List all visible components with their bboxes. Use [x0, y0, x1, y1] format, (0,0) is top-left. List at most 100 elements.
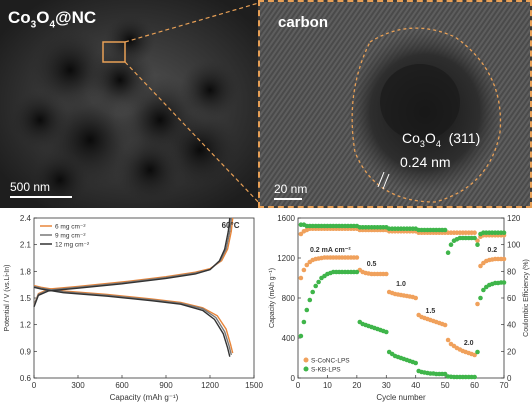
x-tick-label-2: 70 — [500, 381, 509, 390]
x-tick-label-1: 600 — [115, 381, 129, 390]
y-tick-label-1: 0.9 — [20, 347, 32, 356]
tem-overview-image — [0, 0, 265, 208]
zoom-region-box — [102, 41, 126, 63]
sample-name-label: Co3O4@NC — [8, 8, 97, 31]
series-line-discharge-2 — [33, 286, 231, 357]
capacity-point-1 — [301, 319, 307, 325]
efficiency-point-0 — [298, 231, 304, 237]
capacity-point-0 — [472, 352, 477, 358]
y-tick-label-1: 2.1 — [20, 241, 32, 250]
carbon-region-label: carbon — [278, 14, 329, 31]
x-tick-label-1: 0 — [32, 381, 37, 390]
capacity-point-1 — [501, 280, 507, 285]
capacity-point-1 — [413, 360, 418, 366]
x-tick-label-2: 60 — [470, 381, 479, 390]
temperature-annotation: 60°C — [222, 221, 240, 230]
rate-performance-chart: 0 10 20 30 40 50 60 700400800120016000204060801… — [269, 214, 530, 402]
y-tick-label-1: 1.2 — [20, 321, 32, 330]
y-tick-label-1: 1.8 — [20, 267, 32, 276]
y-tick-label-1: 1.5 — [20, 294, 32, 303]
legend-label-1: 12 mg cm⁻² — [55, 242, 90, 249]
x-tick-label-1: 300 — [71, 381, 85, 390]
efficiency-point-1 — [445, 250, 451, 255]
rate-label: 0.2 — [487, 247, 497, 254]
capacity-point-1 — [304, 307, 310, 313]
capacity-point-0 — [475, 301, 480, 307]
x-tick-label-2: 50 — [441, 381, 450, 390]
y-right-tick-label-2: 100 — [507, 241, 521, 250]
lattice-spacing-label: 0.24 nm — [400, 154, 451, 170]
rate-label: 0.2 mA cm⁻² — [310, 247, 351, 254]
rate-label: 1.0 — [396, 281, 406, 288]
efficiency-point-0 — [472, 230, 477, 235]
capacity-point-1 — [310, 289, 315, 295]
phase-label: Co3O4 (311) — [402, 130, 481, 149]
legend-label-1: 9 mg cm⁻² — [55, 233, 86, 240]
x-tick-label-2: 40 — [411, 381, 420, 390]
tem-micrograph-overview: Co3O4@NC 500 nm — [0, 0, 265, 208]
capacity-point-0 — [442, 322, 448, 328]
x-tick-label-1: 900 — [159, 381, 173, 390]
efficiency-point-1 — [501, 230, 507, 235]
y-right-tick-label-2: 0 — [507, 374, 512, 383]
voltage-profile-chart: 0 300 600 900 1200 1500 0.6 0.9 1.2 1.5 1.8 2.1 2.4 C… — [4, 214, 263, 402]
y-tick-label-2: 1200 — [277, 254, 295, 263]
x-tick-label-1: 1500 — [245, 381, 263, 390]
scale-label-left: 500 nm — [10, 180, 51, 194]
capacity-point-1 — [298, 333, 304, 339]
x-axis-label-2: Cycle number — [376, 393, 426, 402]
legend-label-2: S-CoNC-LPS — [311, 358, 350, 365]
x-tick-label-2: 10 — [323, 381, 332, 390]
efficiency-point-1 — [475, 242, 480, 247]
capacity-point-1 — [384, 329, 389, 335]
carbon-shell-outline — [351, 27, 502, 203]
y-right-tick-label-2: 20 — [507, 347, 516, 356]
x-axis-label-1: Capacity (mAh g⁻¹) — [110, 393, 179, 402]
y-tick-label-2: 0 — [291, 374, 296, 383]
capacity-point-0 — [413, 295, 418, 301]
legend-swatch-2 — [303, 366, 309, 372]
x-tick-label-2: 0 — [296, 381, 301, 390]
rate-label: 1.5 — [426, 308, 436, 315]
hrtem-image — [260, 2, 530, 206]
y-right-tick-label-2: 120 — [507, 214, 521, 223]
y-right-axis-label-2: Coulombic Efficiency (%) — [523, 259, 530, 337]
capacity-point-0 — [478, 263, 483, 269]
scale-bar-right — [274, 198, 302, 200]
legend-swatch-2 — [303, 357, 309, 363]
scale-bar-left — [10, 196, 72, 198]
capacity-point-0 — [501, 256, 507, 262]
legend-label-2: S-KB-LPS — [311, 367, 341, 374]
capacity-point-0 — [384, 271, 389, 277]
legend-label-1: 6 mg cm⁻² — [55, 224, 86, 231]
x-tick-label-2: 30 — [382, 381, 391, 390]
hrtem-micrograph-zoom: carbon Co3O4 (311) 0.24 nm 20 nm — [258, 0, 532, 208]
y-tick-label-2: 800 — [282, 294, 296, 303]
efficiency-point-0 — [475, 238, 480, 243]
capacity-point-1 — [354, 269, 360, 275]
capacity-point-1 — [481, 287, 486, 293]
efficiency-point-1 — [448, 242, 454, 247]
x-tick-label-2: 20 — [352, 381, 361, 390]
y-right-tick-label-2: 60 — [507, 294, 516, 303]
capacity-point-1 — [307, 297, 313, 303]
scale-label-right: 20 nm — [274, 182, 308, 196]
capacity-point-1 — [313, 283, 318, 289]
series-line-discharge-0 — [33, 284, 234, 354]
rate-label: 2.0 — [464, 340, 474, 347]
capacity-point-0 — [304, 262, 310, 268]
series-line-charge-2 — [33, 217, 231, 308]
y-tick-label-1: 0.6 — [20, 374, 32, 383]
capacity-point-1 — [472, 374, 477, 380]
capacity-point-0 — [301, 267, 307, 273]
y-axis-label-1: Potential / V (vs.Li-In) — [4, 265, 11, 332]
capacity-point-1 — [475, 349, 480, 355]
capacity-point-1 — [478, 295, 483, 301]
y-axis-label-2: Capacity (mAh g⁻¹) — [269, 268, 276, 328]
y-right-tick-label-2: 40 — [507, 321, 516, 330]
efficiency-point-1 — [442, 227, 448, 233]
y-tick-label-2: 1600 — [277, 214, 295, 223]
capacity-point-0 — [298, 275, 304, 281]
efficiency-point-1 — [472, 235, 477, 241]
capacity-point-1 — [316, 279, 321, 285]
